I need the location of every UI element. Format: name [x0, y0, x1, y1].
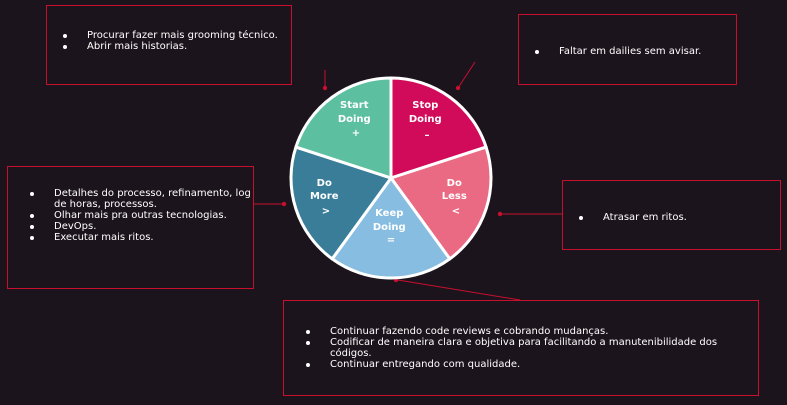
- list-item: Olhar mais pra outras tecnologias.: [30, 210, 253, 221]
- segment-do-more: [289, 145, 393, 261]
- list-item: DevOps.: [30, 221, 253, 232]
- list-item: Codificar de maneira clara e objetiva pa…: [306, 337, 758, 359]
- connector-dot-less: [497, 211, 503, 217]
- segment-label-less: Do Less <: [442, 178, 471, 217]
- segment-label-more: Do More >: [310, 178, 342, 217]
- connector-stop: [457, 61, 476, 89]
- list-item: Continuar fazendo code reviews e cobrand…: [306, 326, 758, 337]
- list-item: Abrir mais historias.: [63, 41, 291, 52]
- note-do-more: Detalhes do processo, refinamento, log d…: [7, 166, 254, 289]
- segment-label-keep: Keep Doing =: [373, 208, 409, 246]
- note-do-less: Atrasar em ritos.: [562, 180, 781, 250]
- connector-dot-stop: [455, 85, 461, 91]
- note-stop-doing: Faltar em dailies sem avisar.: [518, 14, 737, 85]
- note-start-doing: Procurar fazer mais grooming técnico. Ab…: [46, 5, 292, 85]
- list-item: Detalhes do processo, refinamento, log d…: [30, 188, 253, 210]
- segment-start-doing: [294, 76, 393, 180]
- list-item: Procurar fazer mais grooming técnico.: [63, 30, 291, 41]
- note-keep-doing: Continuar fazendo code reviews e cobrand…: [283, 300, 759, 396]
- connector-keep: [397, 279, 521, 301]
- list-item: Atrasar em ritos.: [579, 212, 780, 223]
- list-item: Continuar entregando com qualidade.: [306, 359, 758, 370]
- list-item: Faltar em dailies sem avisar.: [535, 46, 736, 57]
- segment-stop-doing: [389, 76, 488, 180]
- connector-dot-start: [322, 85, 328, 91]
- segment-label-start: Start Doing +: [338, 100, 374, 139]
- segment-do-less: [389, 145, 493, 261]
- segment-keep-doing: [330, 176, 452, 280]
- segment-label-stop: Stop Doing –: [409, 100, 445, 141]
- connector-dot-more: [281, 201, 287, 207]
- list-item: Executar mais ritos.: [30, 232, 253, 243]
